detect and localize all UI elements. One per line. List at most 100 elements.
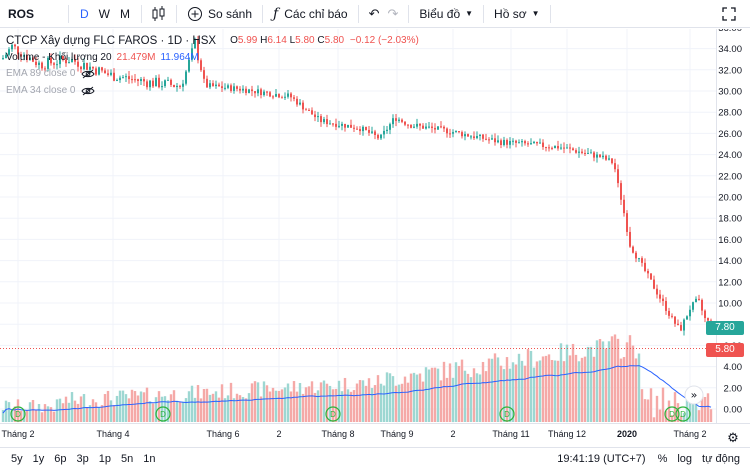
candle-body [521, 141, 523, 143]
legend-ema34-row[interactable]: EMA 34 close 0 [6, 83, 419, 100]
candle-body [206, 78, 208, 88]
candle-body [14, 44, 16, 47]
volume-bar [316, 390, 320, 422]
range-3m-button[interactable]: 3p [76, 452, 89, 465]
candle-body [104, 70, 106, 74]
event-marker [10, 406, 26, 422]
indicators-button[interactable]: ƒ Các chỉ báo [269, 0, 352, 28]
volume-bar [142, 392, 146, 422]
volume-bar [76, 403, 80, 422]
volume-bar [328, 385, 332, 422]
legend-ema89-row[interactable]: EMA 89 close 0 [6, 66, 419, 83]
candle-body [191, 48, 193, 60]
volume-bar [85, 407, 89, 422]
candle-body [398, 119, 400, 121]
hidden-eye-icon[interactable] [81, 86, 96, 96]
interval-month-button[interactable]: M [115, 0, 135, 28]
candle-body [5, 54, 7, 59]
candle-body [26, 55, 28, 60]
log-scale-toggle[interactable]: log [677, 453, 693, 465]
chart-legend: CTCP Xây dựng FLC FAROS · 1D · HSX O5.99… [6, 33, 419, 99]
candle-body [647, 270, 649, 274]
volume-bar [19, 410, 23, 422]
volume-bar [658, 409, 662, 422]
y-tick-label: 0.00 [724, 405, 743, 416]
candle-body [605, 155, 607, 160]
percent-scale-toggle[interactable]: % [657, 453, 668, 465]
candle-body [509, 141, 511, 145]
volume-bar [43, 404, 47, 422]
compare-button[interactable]: So sánh [183, 0, 256, 28]
volume-bar [592, 356, 596, 422]
candle-body [338, 125, 340, 127]
legend-volume-row[interactable]: Volume - Khối lượng 20 21.479M 11.964M [6, 50, 419, 67]
volume-bar [616, 338, 620, 422]
volume-bar [31, 399, 35, 422]
interval-day-label: D [80, 6, 89, 21]
fullscreen-icon [722, 6, 736, 21]
candle-body [311, 110, 313, 115]
candle-body [530, 143, 532, 145]
x-tick-label: Tháng 2 [673, 429, 706, 439]
candle-body [542, 142, 544, 148]
candle-body [65, 59, 67, 64]
candle-body [17, 46, 19, 55]
candle-body [35, 61, 37, 65]
range-1m-button[interactable]: 1p [98, 452, 111, 465]
range-1y-button[interactable]: 1y [32, 452, 45, 465]
volume-bar [364, 385, 368, 422]
volume-bar [652, 417, 656, 422]
volume-bar [400, 383, 404, 422]
candle-body [305, 109, 307, 111]
chart-type-dropdown[interactable]: Biểu đồ ▼ [415, 0, 477, 28]
event-marker [675, 406, 691, 422]
candle-body [350, 124, 352, 128]
candle-style-button[interactable] [148, 0, 170, 28]
volume-bar [247, 393, 251, 422]
range-5y-button[interactable]: 5y [11, 452, 23, 465]
candle-body [254, 91, 256, 94]
chart-area[interactable]: 36.0034.0032.0030.0028.0026.0024.0022.00… [0, 29, 750, 447]
candle-body [413, 126, 415, 128]
range-5d-button[interactable]: 5n [121, 452, 134, 465]
volume-bar [376, 375, 380, 422]
auto-scale-toggle[interactable]: tự động [702, 453, 740, 465]
volume-bar [55, 399, 59, 422]
volume-bar [370, 388, 374, 422]
symbol-search[interactable]: ROS [0, 0, 62, 28]
volume-bar [394, 385, 398, 422]
candle-body [218, 84, 220, 87]
candle-body [683, 319, 685, 331]
candle-body [146, 81, 148, 88]
redo-button[interactable]: ↷ [384, 0, 403, 28]
candle-body [596, 154, 598, 158]
profile-dropdown[interactable]: Hồ sơ ▼ [490, 0, 543, 28]
candle-body [494, 138, 496, 143]
volume-bar [409, 373, 413, 422]
toolbar-divider [176, 4, 177, 23]
volume-bar [58, 398, 62, 422]
candle-body [98, 67, 100, 75]
volume-bar [151, 403, 155, 422]
interval-week-button[interactable]: W [94, 0, 115, 28]
volume-bar [532, 367, 536, 422]
price-chart[interactable]: 36.0034.0032.0030.0028.0026.0024.0022.00… [0, 29, 750, 447]
undo-button[interactable]: ↶ [365, 0, 384, 28]
candle-body [161, 86, 163, 88]
candle-body [179, 85, 181, 87]
fullscreen-button[interactable] [718, 0, 740, 28]
candle-body [77, 61, 79, 67]
candle-body [275, 94, 277, 97]
volume-bar [550, 359, 554, 422]
candle-body [8, 49, 10, 55]
candle-body [449, 133, 451, 135]
volume-bar [472, 368, 476, 422]
candle-body [152, 80, 154, 87]
interval-day-button[interactable]: D [75, 0, 94, 28]
range-6m-button[interactable]: 6p [54, 452, 67, 465]
hidden-eye-icon[interactable] [81, 69, 96, 79]
range-1d-button[interactable]: 1n [143, 452, 156, 465]
volume-bar [484, 371, 488, 422]
volume-bar [112, 405, 116, 422]
candle-body [68, 62, 70, 64]
